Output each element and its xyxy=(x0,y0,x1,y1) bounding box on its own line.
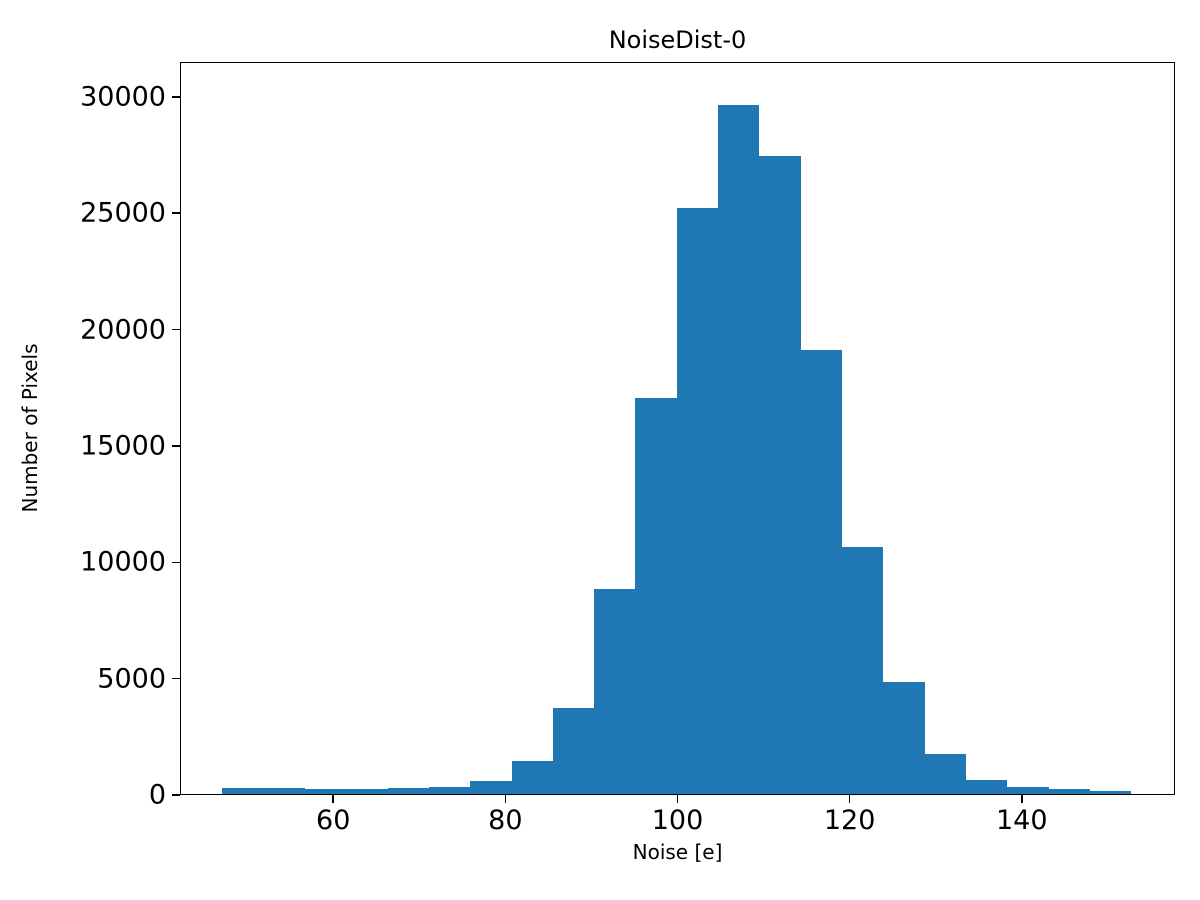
y-tick-mark xyxy=(172,96,180,98)
histogram-bar xyxy=(346,788,388,794)
y-tick-mark xyxy=(172,561,180,564)
x-tick-mark xyxy=(1020,795,1023,803)
y-tick-label: 0 xyxy=(148,779,166,811)
chart-title: NoiseDist-0 xyxy=(608,26,747,54)
histogram-bar xyxy=(511,761,553,794)
x-tick-label: 60 xyxy=(316,805,351,836)
y-tick-mark xyxy=(172,328,180,331)
histogram-bar xyxy=(842,547,884,794)
histogram-bar xyxy=(1089,790,1132,794)
histogram-bar xyxy=(924,754,966,794)
histogram-bar xyxy=(965,780,1008,794)
x-tick-label: 120 xyxy=(823,805,876,836)
x-tick-label: 100 xyxy=(651,805,704,836)
y-tick-mark xyxy=(172,794,180,796)
histogram-bar xyxy=(428,787,471,794)
histogram-bar xyxy=(552,707,595,794)
histogram-bar xyxy=(387,788,429,794)
x-tick-mark xyxy=(676,795,679,803)
x-tick-label: 80 xyxy=(488,805,523,836)
histogram-bar xyxy=(263,788,305,794)
x-tick-mark xyxy=(332,795,334,803)
y-tick-label: 25000 xyxy=(80,197,166,229)
y-tick-mark xyxy=(172,212,180,215)
histogram-bar xyxy=(676,207,719,794)
histogram-bar xyxy=(304,788,347,794)
y-tick-label: 5000 xyxy=(97,663,166,695)
x-tick-mark xyxy=(848,795,851,803)
x-tick-label: 140 xyxy=(996,805,1048,836)
histogram-bar xyxy=(718,105,760,794)
y-tick-mark xyxy=(172,677,180,680)
y-tick-label: 15000 xyxy=(80,430,166,462)
histogram-bar xyxy=(635,398,677,794)
histogram-bar xyxy=(222,788,264,794)
y-tick-label: 30000 xyxy=(80,81,166,113)
x-axis-label: Noise [e] xyxy=(632,840,723,864)
histogram-bar xyxy=(1048,789,1090,794)
histogram-bar xyxy=(759,156,801,794)
plot-area xyxy=(180,62,1175,795)
histogram-bar xyxy=(470,781,512,794)
y-tick-label: 10000 xyxy=(80,546,166,578)
histogram-bar xyxy=(1007,787,1049,794)
y-tick-mark xyxy=(172,445,180,447)
histogram-bar xyxy=(594,589,636,794)
x-tick-mark xyxy=(504,795,507,803)
histogram-bar xyxy=(800,349,843,794)
histogram-bar xyxy=(883,682,925,794)
y-axis-label: Number of Pixels xyxy=(18,343,42,513)
y-tick-label: 20000 xyxy=(80,314,166,346)
